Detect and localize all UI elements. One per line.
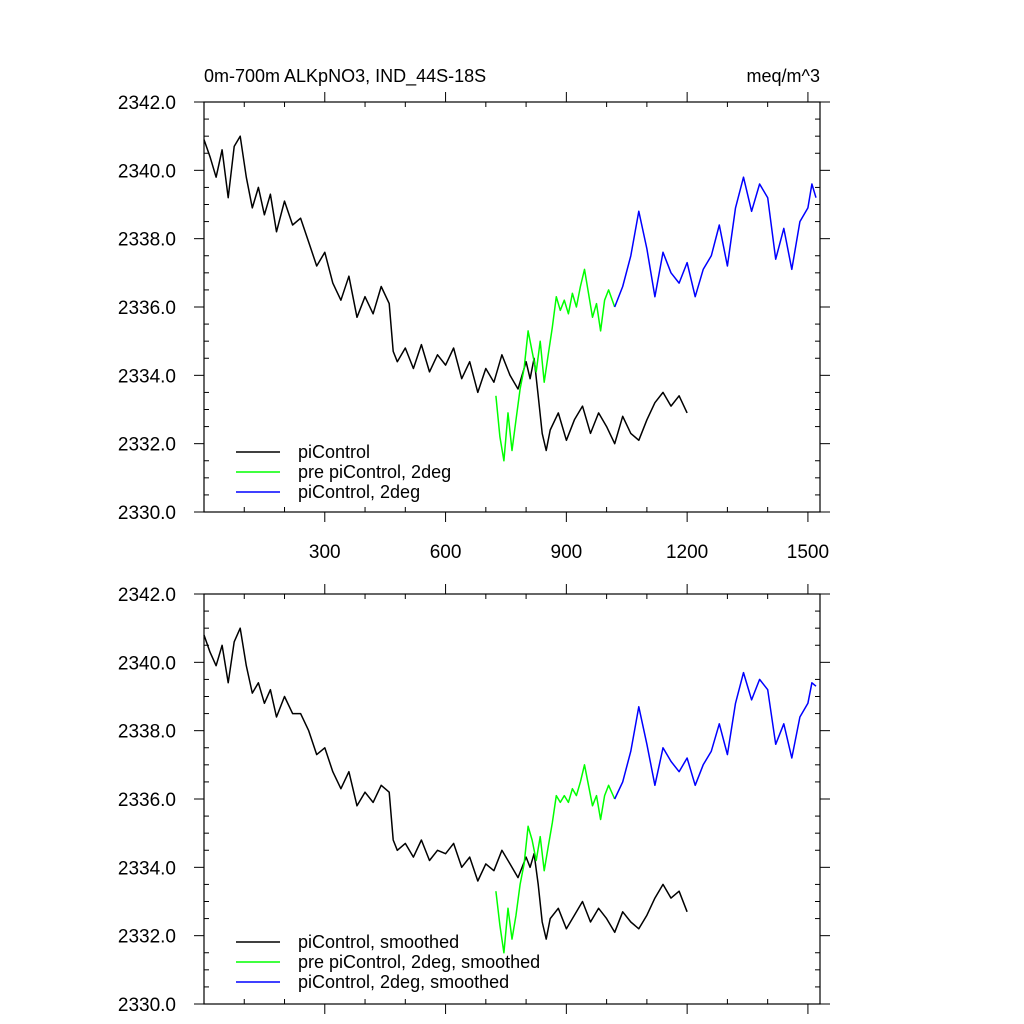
legend-label: piControl, 2deg [298,482,420,502]
plot-frame [203,593,821,1005]
y-tick-label: 2330.0 [118,995,176,1016]
y-tick-labels: 2330.0 2332.0 2334.0 2336.0 2338.0 2340.0 2342… [118,585,176,1016]
chart-title: 0m-700m ALKpNO3, IND_44S-18S [204,66,486,87]
y-tick-label: 2338.0 [118,722,176,743]
series-line [495,268,616,462]
y-tick-label: 2336.0 [118,790,176,811]
panel-top: 0m-700m ALKpNO3, IND_44S-18S meq/m^3 233… [118,66,830,563]
y-tick-label: 2330.0 [118,503,176,524]
legend-label: pre piControl, 2deg [298,462,451,482]
y-tick-label: 2334.0 [118,366,176,387]
y-tick-label: 2338.0 [118,230,176,251]
tick-marks [194,584,830,1014]
y-tick-label: 2336.0 [118,298,176,319]
y-tick-label: 2332.0 [118,435,176,456]
y-tick-label: 2342.0 [118,93,176,114]
series-layer [203,627,817,954]
legend-label: piControl, smoothed [298,932,459,952]
x-tick-label: 1500 [787,542,829,563]
panel-bottom: 2330.0 2332.0 2334.0 2336.0 2338.0 2340.0 2342… [118,584,830,1016]
series-line [203,135,688,452]
series-line [203,627,688,940]
y-tick-labels: 2330.0 2332.0 2334.0 2336.0 2338.0 2340.0 2342… [118,93,176,524]
y-tick-label: 2334.0 [118,858,176,879]
legend-label: pre piControl, 2deg, smoothed [298,952,540,972]
y-tick-label: 2340.0 [118,161,176,182]
y-tick-label: 2332.0 [118,927,176,948]
y-tick-label: 2340.0 [118,653,176,674]
legend-label: piControl, 2deg, smoothed [298,972,509,992]
series-line [614,176,817,308]
series-line [614,671,817,800]
series-layer [203,135,817,462]
x-tick-labels: 300 600 900 1200 1500 [309,542,829,563]
x-tick-label: 900 [551,542,583,563]
tick-marks [194,92,830,522]
x-tick-label: 1200 [666,542,708,563]
x-tick-label: 600 [430,542,462,563]
units-label: meq/m^3 [747,66,820,86]
series-line [495,764,616,954]
legend-label: piControl [298,442,370,462]
x-tick-label: 300 [309,542,341,563]
y-tick-label: 2342.0 [118,585,176,606]
